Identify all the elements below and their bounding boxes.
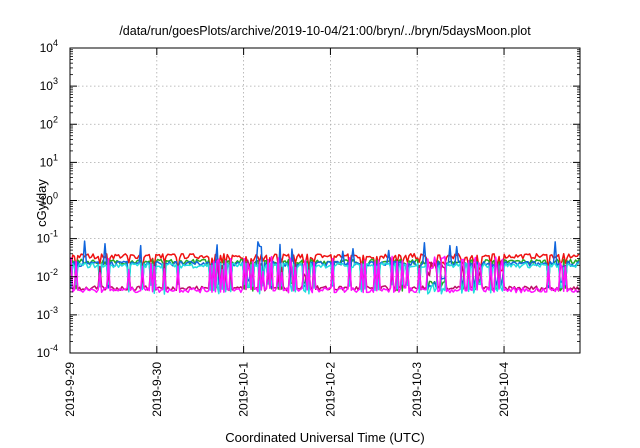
chart-title: /data/run/goesPlots/archive/2019-10-04/2…	[119, 24, 531, 38]
y-tick-label: 101	[40, 152, 58, 169]
y-tick-label: 10-1	[37, 229, 58, 246]
x-tick-label: 2019-10-4	[497, 362, 511, 417]
series-line	[70, 252, 580, 272]
series-lines	[70, 240, 580, 295]
x-axis-ticks: 2019-9-29 2019-9-30 2019-10-1 2019-10-2 2019…	[63, 48, 511, 417]
x-tick-label: 2019-10-3	[410, 362, 424, 417]
y-tick-label: 102	[40, 114, 58, 131]
x-tick-label: 2019-9-29	[63, 362, 77, 417]
x-tick-label: 2019-9-30	[150, 362, 164, 417]
x-tick-label: 2019-10-2	[323, 362, 337, 417]
x-axis-label: Coordinated Universal Time (UTC)	[225, 430, 424, 445]
y-tick-label: 10-4	[37, 343, 58, 360]
y-tick-label: 10-3	[37, 305, 58, 322]
x-tick-label: 2019-10-1	[237, 362, 251, 417]
y-tick-label: 104	[40, 38, 58, 55]
grid-lines	[70, 48, 580, 353]
y-tick-label: 10-2	[37, 267, 58, 284]
series-line	[70, 255, 580, 294]
y-axis-label: cGy/day	[34, 179, 49, 227]
y-tick-label: 103	[40, 76, 58, 93]
